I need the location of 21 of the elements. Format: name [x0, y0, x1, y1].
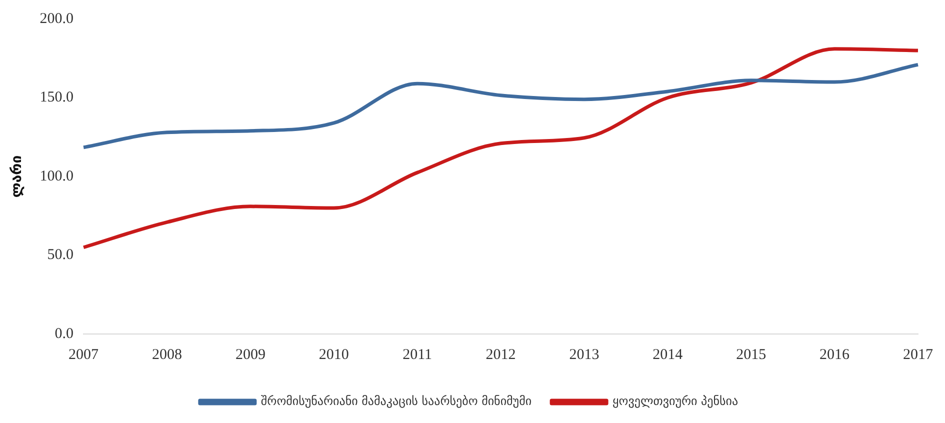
legend-label: ყოველთვიური პენსია [612, 394, 738, 408]
legend-label: შრომისუნარიანი მამაკაცის საარსებო მინიმუმი [260, 394, 532, 408]
x-tick-label: 2009 [235, 346, 266, 363]
y-tick-label: 150.0 [40, 90, 74, 106]
y-tick-label: 50.0 [47, 247, 74, 264]
x-tick-label: 2011 [402, 346, 432, 363]
line-series [82, 47, 920, 250]
x-tick-label: 2014 [652, 346, 684, 363]
x-tick-label: 2015 [736, 346, 766, 363]
y-tick-label: 100.0 [40, 168, 74, 184]
x-tick-label: 2010 [318, 346, 349, 363]
y-tick-label: 0.0 [54, 326, 74, 342]
y-axis-title: ლარი [9, 155, 26, 198]
y-tick-label: 200.0 [40, 10, 74, 27]
x-tick-label: 2016 [820, 346, 850, 363]
line-series [82, 62, 920, 150]
x-tick-label: 2012 [486, 346, 516, 363]
x-tick-label: 2013 [569, 346, 600, 363]
x-tick-label: 2008 [152, 346, 182, 363]
x-tick-label: 2017 [903, 346, 934, 363]
x-tick-label: 2007 [68, 346, 100, 363]
